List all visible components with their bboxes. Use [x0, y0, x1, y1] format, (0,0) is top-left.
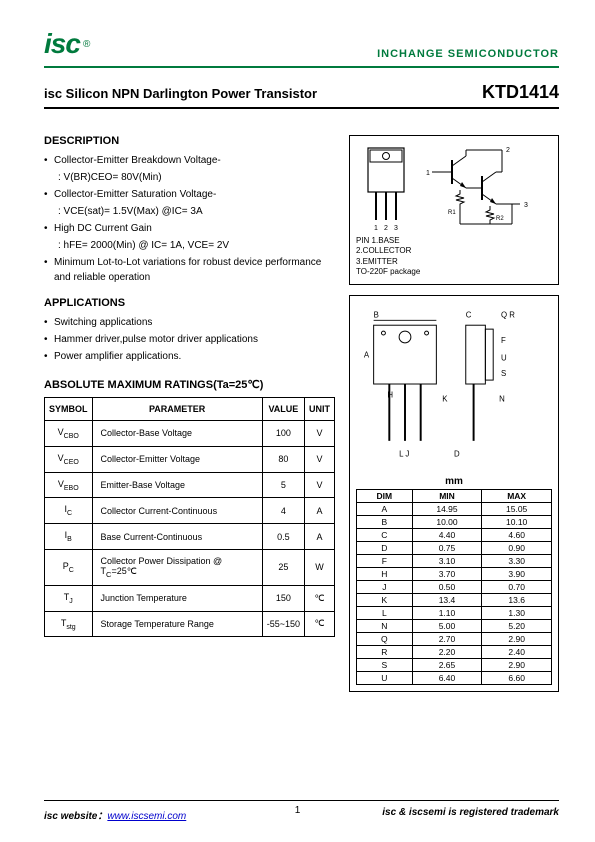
dim-unit: mm	[356, 476, 552, 487]
description-item: Minimum Lot-to-Lot variations for robust…	[44, 255, 335, 285]
svg-text:K: K	[442, 394, 448, 403]
ratings-col: PARAMETER	[92, 398, 262, 421]
footer-right: isc & iscsemi is registered trademark	[382, 807, 559, 822]
table-row: B10.0010.10	[357, 515, 552, 528]
svg-text:1: 1	[426, 170, 430, 177]
package-figure: 1 2 3 1 2	[349, 135, 559, 285]
table-row: H3.703.90	[357, 567, 552, 580]
ratings-col: UNIT	[305, 398, 335, 421]
table-row: F3.103.30	[357, 554, 552, 567]
svg-text:2: 2	[506, 147, 510, 154]
table-row: N5.005.20	[357, 619, 552, 632]
circuit-icon: 1 2 3	[424, 142, 544, 232]
page-title: isc Silicon NPN Darlington Power Transis…	[44, 86, 317, 101]
svg-text:D: D	[454, 449, 460, 458]
brand-name: INCHANGE SEMICONDUCTOR	[377, 48, 559, 60]
svg-text:B: B	[374, 310, 379, 319]
description-item: Collector-Emitter Saturation Voltage-	[44, 187, 335, 202]
table-row: C4.404.60	[357, 528, 552, 541]
svg-text:R2: R2	[496, 216, 504, 222]
logo: isc ®	[44, 28, 90, 60]
table-row: U6.406.60	[357, 671, 552, 684]
table-row: PCCollector Power Dissipation @ TC=25℃25…	[45, 549, 335, 585]
footer-rule	[44, 800, 559, 801]
application-item: Hammer driver,pulse motor driver applica…	[44, 332, 335, 347]
green-rule	[44, 66, 559, 68]
table-row: L1.101.30	[357, 606, 552, 619]
logo-text: isc	[44, 28, 80, 60]
right-column: 1 2 3 1 2	[349, 135, 559, 702]
table-row: TJJunction Temperature150℃	[45, 585, 335, 611]
title-rule	[44, 107, 559, 109]
description-list: Collector-Emitter Breakdown Voltage- : V(…	[44, 153, 335, 285]
svg-text:Q R: Q R	[501, 310, 515, 319]
table-row: D0.750.90	[357, 541, 552, 554]
website-link[interactable]: www.iscsemi.com	[107, 811, 186, 822]
description-item: : V(BR)CEO= 80V(Min)	[44, 170, 335, 185]
left-column: DESCRIPTION Collector-Emitter Breakdown …	[44, 135, 335, 702]
package-icon: 1 2 3	[356, 142, 416, 232]
footer-left: isc website：www.iscsemi.com	[44, 807, 186, 822]
table-row: VEBOEmitter-Base Voltage5V	[45, 472, 335, 498]
svg-text:C: C	[466, 310, 472, 319]
svg-text:A: A	[364, 350, 370, 359]
table-row: S2.652.90	[357, 658, 552, 671]
ratings-table: SYMBOLPARAMETERVALUEUNIT VCBOCollector-B…	[44, 397, 335, 637]
svg-text:R1: R1	[448, 210, 456, 216]
description-item: Collector-Emitter Breakdown Voltage-	[44, 153, 335, 168]
table-row: IBBase Current-Continuous0.5A	[45, 524, 335, 550]
description-item: High DC Current Gain	[44, 221, 335, 236]
dimensions-table: DIMMINMAX A14.9515.05B10.0010.10C4.404.6…	[356, 489, 552, 685]
title-row: isc Silicon NPN Darlington Power Transis…	[44, 82, 559, 103]
svg-text:1: 1	[374, 225, 378, 232]
svg-text:L J: L J	[399, 449, 409, 458]
table-row: A14.9515.05	[357, 502, 552, 515]
applications-heading: APPLICATIONS	[44, 297, 335, 309]
description-heading: DESCRIPTION	[44, 135, 335, 147]
table-row: J0.500.70	[357, 580, 552, 593]
ratings-heading: ABSOLUTE MAXIMUM RATINGS(Ta=25℃)	[44, 378, 335, 391]
application-item: Switching applications	[44, 315, 335, 330]
table-row: K13.413.6	[357, 593, 552, 606]
table-row: Q2.702.90	[357, 632, 552, 645]
table-row: R2.202.40	[357, 645, 552, 658]
logo-reg: ®	[83, 39, 90, 50]
content: DESCRIPTION Collector-Emitter Breakdown …	[44, 135, 559, 702]
pin-text: PIN 1.BASE2.COLLECTOR3.EMITTERTO-220F pa…	[356, 236, 552, 278]
table-row: VCBOCollector-Base Voltage100V	[45, 421, 335, 447]
svg-text:3: 3	[524, 202, 528, 209]
table-row: TstgStorage Temperature Range-55~150℃	[45, 611, 335, 637]
description-item: : VCE(sat)= 1.5V(Max) @IC= 3A	[44, 204, 335, 219]
mechanical-icon: B A K L J H C Q R F U S D N	[356, 302, 552, 467]
part-number: KTD1414	[482, 82, 559, 103]
svg-text:S: S	[501, 369, 506, 378]
ratings-col: VALUE	[262, 398, 304, 421]
description-item: : hFE= 2000(Min) @ IC= 1A, VCE= 2V	[44, 238, 335, 253]
svg-text:N: N	[499, 394, 505, 403]
svg-text:3: 3	[394, 225, 398, 232]
svg-text:U: U	[501, 353, 507, 362]
ratings-col: SYMBOL	[45, 398, 93, 421]
applications-list: Switching applications Hammer driver,puls…	[44, 315, 335, 364]
table-row: VCEOCollector-Emitter Voltage80V	[45, 446, 335, 472]
header: isc ® INCHANGE SEMICONDUCTOR	[44, 28, 559, 60]
footer: isc website：www.iscsemi.com isc & iscsem…	[44, 800, 559, 822]
application-item: Power amplifier applications.	[44, 349, 335, 364]
svg-text:2: 2	[384, 225, 388, 232]
svg-text:F: F	[501, 335, 506, 344]
svg-text:H: H	[387, 390, 393, 399]
table-row: ICCollector Current-Continuous4A	[45, 498, 335, 524]
mechanical-figure: B A K L J H C Q R F U S D N mm DIMM	[349, 295, 559, 692]
